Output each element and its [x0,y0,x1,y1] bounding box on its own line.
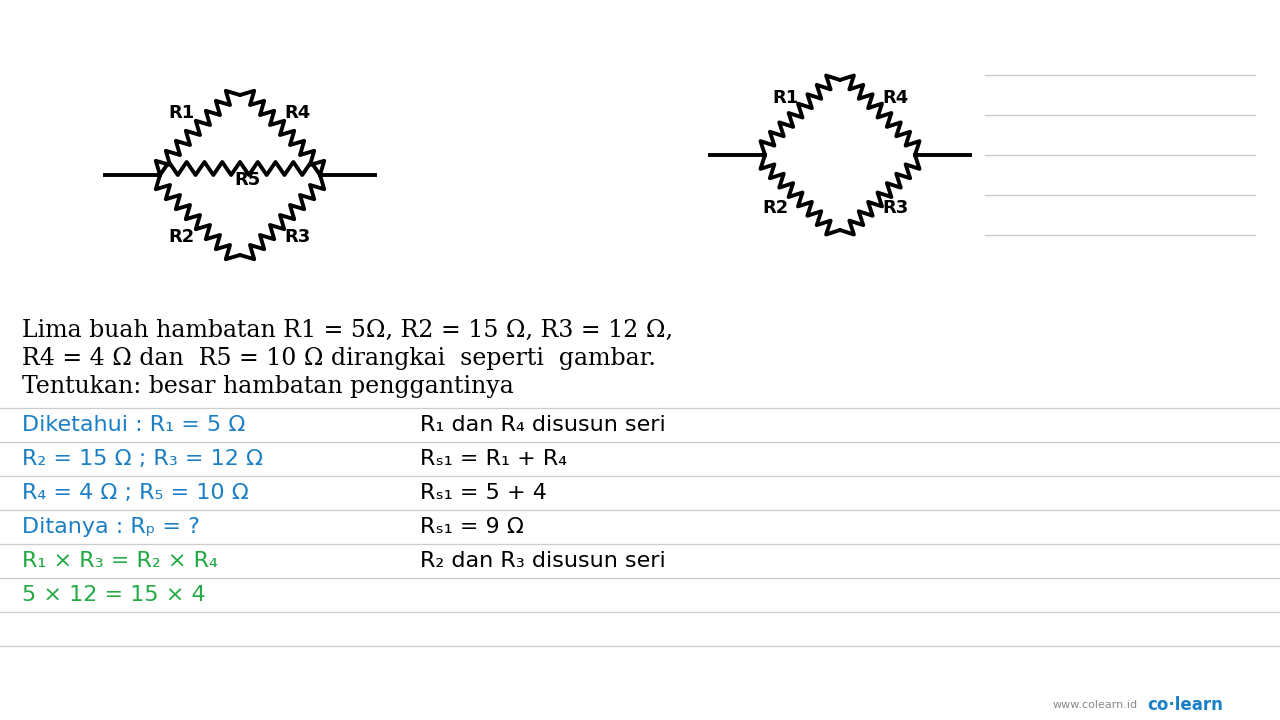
Text: R1: R1 [772,89,799,107]
Text: R3: R3 [882,199,908,217]
Text: R₂ dan R₃ disusun seri: R₂ dan R₃ disusun seri [420,551,666,571]
Text: co·learn: co·learn [1147,696,1222,714]
Text: R₄ = 4 Ω ; R₅ = 10 Ω: R₄ = 4 Ω ; R₅ = 10 Ω [22,483,248,503]
Text: Ditanya : Rₚ = ?: Ditanya : Rₚ = ? [22,517,200,537]
Text: Lima buah hambatan R1 = 5Ω, R2 = 15 Ω, R3 = 12 Ω,: Lima buah hambatan R1 = 5Ω, R2 = 15 Ω, R… [22,318,673,341]
Text: 5 × 12 = 15 × 4: 5 × 12 = 15 × 4 [22,585,206,605]
Text: Rₛ₁ = 9 Ω: Rₛ₁ = 9 Ω [420,517,524,537]
Text: R₂ = 15 Ω ; R₃ = 12 Ω: R₂ = 15 Ω ; R₃ = 12 Ω [22,449,262,469]
Text: R₁ dan R₄ disusun seri: R₁ dan R₄ disusun seri [420,415,666,435]
Text: Rₛ₁ = R₁ + R₄: Rₛ₁ = R₁ + R₄ [420,449,567,469]
Text: R₁ × R₃ = R₂ × R₄: R₁ × R₃ = R₂ × R₄ [22,551,218,571]
Text: R5: R5 [234,171,261,189]
Text: R3: R3 [285,228,311,246]
Text: R4 = 4 Ω dan  R5 = 10 Ω dirangkai  seperti  gambar.: R4 = 4 Ω dan R5 = 10 Ω dirangkai seperti… [22,346,657,369]
Text: R2: R2 [762,199,788,217]
Text: R4: R4 [285,104,311,122]
Text: R4: R4 [882,89,908,107]
Text: Diketahui : R₁ = 5 Ω: Diketahui : R₁ = 5 Ω [22,415,246,435]
Text: R1: R1 [169,104,195,122]
Text: www.colearn.id: www.colearn.id [1052,700,1138,710]
Text: R2: R2 [169,228,195,246]
Text: Tentukan: besar hambatan penggantinya: Tentukan: besar hambatan penggantinya [22,374,513,397]
Text: Rₛ₁ = 5 + 4: Rₛ₁ = 5 + 4 [420,483,547,503]
